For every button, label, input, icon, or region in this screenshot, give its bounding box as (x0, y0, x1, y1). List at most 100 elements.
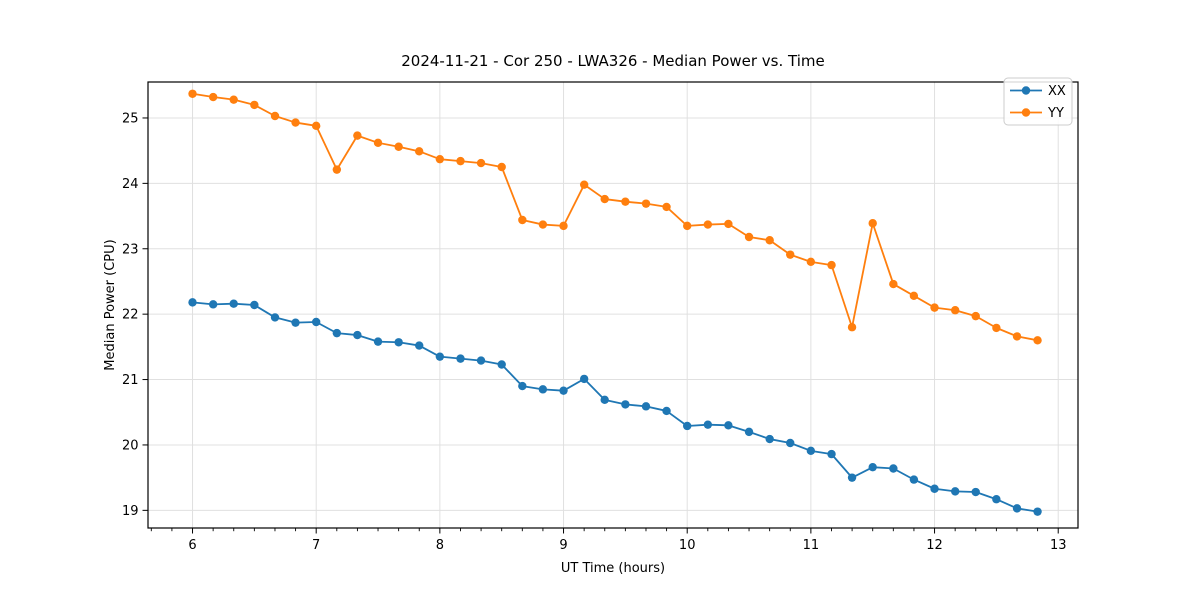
x-tick-label: 7 (312, 538, 320, 553)
legend: XX YY (1003, 77, 1073, 126)
y-tick-label: 21 (122, 373, 139, 388)
data-point-yy (786, 250, 795, 259)
data-point-xx (951, 487, 960, 496)
x-axis-label: UT Time (hours) (561, 561, 665, 576)
data-point-xx (456, 354, 465, 363)
data-point-yy (744, 232, 754, 242)
y-tick-label: 24 (122, 177, 139, 192)
y-axis-label: Median Power (CPU) (103, 239, 118, 370)
y-tick-label: 20 (122, 438, 139, 453)
data-point-xx (868, 462, 877, 472)
y-tick-label: 19 (122, 504, 139, 519)
data-point-yy (703, 220, 713, 229)
data-point-yy (456, 156, 465, 166)
legend-label-yy: YY (1047, 106, 1064, 121)
data-point-yy (579, 180, 589, 189)
data-point-xx (250, 300, 259, 310)
data-point-yy (1033, 336, 1042, 345)
data-point-yy (373, 138, 383, 148)
data-point-xx (415, 341, 424, 350)
data-point-yy (827, 260, 836, 270)
data-point-xx (497, 360, 506, 369)
data-point-yy (394, 142, 403, 151)
data-point-xx (1033, 507, 1042, 516)
data-point-yy (951, 306, 960, 315)
axis-ticks: 6 7 8 9 10 11 12 13 19 20 21 22 23 24 25 (122, 111, 1067, 553)
data-point-yy (662, 202, 671, 212)
data-point-yy (971, 311, 980, 321)
data-point-yy (538, 220, 548, 229)
data-point-yy (250, 100, 259, 110)
data-point-yy (641, 199, 651, 208)
y-tick-label: 25 (122, 111, 139, 126)
data-point-xx (786, 438, 795, 448)
legend-marker-xx (1021, 86, 1031, 95)
x-tick-label: 6 (188, 538, 196, 553)
data-point-yy (188, 89, 197, 98)
data-point-xx (373, 337, 383, 346)
data-point-yy (518, 215, 527, 225)
data-point-yy (311, 121, 321, 131)
data-point-yy (847, 323, 857, 332)
data-point-xx (188, 298, 197, 307)
y-tick-label: 23 (122, 242, 139, 257)
data-point-yy (497, 162, 506, 172)
x-tick-label: 9 (559, 538, 567, 553)
data-point-yy (559, 221, 568, 231)
data-point-yy (600, 194, 609, 204)
data-point-yy (930, 303, 939, 312)
data-point-xx (683, 421, 692, 431)
chart-title: 2024-11-21 - Cor 250 - LWA326 - Median P… (401, 52, 825, 70)
y-tick-label: 22 (122, 308, 139, 323)
data-point-xx (270, 313, 280, 322)
data-point-xx (311, 317, 321, 327)
data-point-xx (827, 449, 836, 459)
data-point-yy (353, 131, 362, 140)
data-point-yy (992, 323, 1001, 333)
data-point-yy (270, 111, 280, 121)
data-point-xx (847, 473, 857, 482)
data-point-xx (394, 338, 403, 347)
data-point-xx (208, 300, 218, 309)
data-point-xx (641, 402, 651, 411)
data-point-yy (208, 92, 218, 102)
data-point-yy (683, 221, 692, 231)
data-point-yy (909, 291, 919, 301)
data-point-yy (1012, 332, 1022, 341)
data-point-xx (332, 328, 342, 338)
data-point-yy (291, 118, 300, 127)
grid-lines (148, 82, 1078, 528)
legend-marker-yy (1021, 108, 1031, 117)
data-point-xx (291, 318, 300, 327)
data-point-xx (476, 356, 486, 365)
data-point-xx (538, 385, 548, 394)
series-line-yy (191, 92, 1039, 342)
x-tick-label: 10 (679, 538, 696, 553)
data-point-xx (353, 330, 362, 340)
data-point-xx (806, 446, 816, 456)
data-point-xx (724, 421, 733, 430)
data-point-xx (1012, 504, 1022, 513)
x-tick-label: 11 (803, 538, 820, 553)
data-point-xx (579, 374, 589, 384)
data-point-xx (992, 495, 1001, 504)
data-point-yy (724, 219, 733, 229)
data-point-yy (765, 236, 774, 245)
data-point-xx (229, 299, 238, 308)
data-point-yy (889, 279, 898, 289)
data-point-yy (229, 95, 238, 104)
data-point-xx (889, 464, 898, 473)
data-point-yy (868, 219, 877, 228)
data-point-xx (621, 400, 630, 409)
legend-label-xx: XX (1048, 84, 1066, 99)
data-point-yy (332, 165, 342, 174)
data-point-xx (744, 427, 754, 437)
data-point-xx (909, 475, 919, 484)
data-point-xx (435, 352, 445, 361)
data-point-yy (435, 154, 445, 164)
data-point-xx (662, 406, 671, 416)
series-layer (188, 89, 1042, 516)
data-point-xx (559, 386, 568, 395)
